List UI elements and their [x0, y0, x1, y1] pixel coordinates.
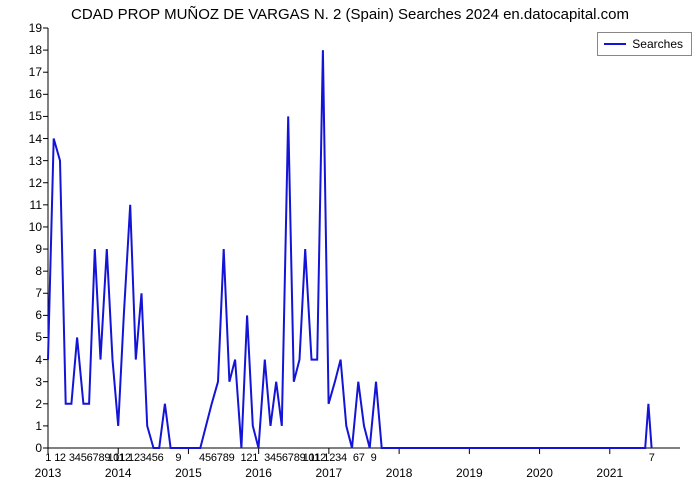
x-month-label: 5 [276, 452, 282, 464]
y-tick-label: 4 [35, 353, 42, 367]
x-month-label: 3 [69, 452, 75, 464]
x-month-label: 9 [175, 452, 181, 464]
x-month-label: 7 [93, 452, 99, 464]
x-year-label: 2013 [35, 466, 62, 480]
chart-container: CDAD PROP MUÑOZ DE VARGAS N. 2 (Spain) S… [0, 0, 700, 500]
x-month-label: 4 [270, 452, 276, 464]
x-month-label: 12 [54, 452, 65, 464]
y-tick-label: 10 [29, 220, 42, 234]
x-month-label: 1 [323, 452, 329, 464]
y-tick-label: 3 [35, 375, 42, 389]
x-month-label: 9 [371, 452, 377, 464]
y-tick-label: 7 [35, 286, 42, 300]
y-tick-label: 9 [35, 242, 42, 256]
y-tick-label: 6 [35, 308, 42, 322]
x-year-label: 2014 [105, 466, 132, 480]
y-tick-label: 5 [35, 330, 42, 344]
y-tick-label: 15 [29, 109, 42, 123]
x-month-label: 4 [146, 452, 152, 464]
x-month-label: 7 [359, 452, 365, 464]
x-month-label: 5 [81, 452, 87, 464]
x-month-label: 7 [288, 452, 294, 464]
legend: Searches [597, 32, 692, 56]
x-month-label: 6 [158, 452, 164, 464]
x-year-label: 2021 [596, 466, 623, 480]
legend-label: Searches [632, 37, 683, 51]
y-tick-label: 17 [29, 65, 42, 79]
x-month-label: 4 [75, 452, 81, 464]
x-month-label: 5 [152, 452, 158, 464]
y-tick-label: 14 [29, 132, 42, 146]
x-year-label: 2019 [456, 466, 483, 480]
x-year-label: 2018 [386, 466, 413, 480]
chart-title: CDAD PROP MUÑOZ DE VARGAS N. 2 (Spain) S… [0, 6, 700, 23]
x-month-label: 3 [335, 452, 341, 464]
y-tick-label: 13 [29, 154, 42, 168]
x-month-label: 7 [217, 452, 223, 464]
plot-area: 0123456789101112131415161718192013201420… [48, 28, 680, 448]
y-tick-label: 18 [29, 43, 42, 57]
x-month-label: 2 [246, 452, 252, 464]
y-tick-label: 11 [30, 198, 42, 212]
x-month-label: 1 [240, 452, 246, 464]
x-month-label: 2 [134, 452, 140, 464]
x-month-label: 7 [649, 452, 655, 464]
chart-svg [48, 28, 680, 448]
x-month-label: 5 [205, 452, 211, 464]
y-tick-label: 8 [35, 264, 42, 278]
x-month-label: 3 [140, 452, 146, 464]
x-month-label: 1 [252, 452, 258, 464]
x-year-label: 2015 [175, 466, 202, 480]
x-year-label: 2016 [245, 466, 272, 480]
x-month-label: 8 [294, 452, 300, 464]
x-month-label: 1 [128, 452, 134, 464]
y-tick-label: 12 [29, 176, 42, 190]
y-tick-label: 16 [29, 87, 42, 101]
y-tick-label: 2 [35, 397, 42, 411]
x-month-label: 1 [45, 452, 51, 464]
x-month-label: 6 [87, 452, 93, 464]
x-year-label: 2020 [526, 466, 553, 480]
x-month-label: 4 [341, 452, 347, 464]
x-month-label: 6 [282, 452, 288, 464]
y-tick-label: 1 [35, 419, 42, 433]
y-tick-label: 0 [35, 441, 42, 455]
x-month-label: 4 [199, 452, 205, 464]
y-tick-label: 19 [29, 21, 42, 35]
x-month-label: 9 [229, 452, 235, 464]
x-month-label: 8 [98, 452, 104, 464]
legend-swatch [604, 43, 626, 45]
x-year-label: 2017 [316, 466, 343, 480]
x-month-label: 8 [223, 452, 229, 464]
x-month-label: 6 [353, 452, 359, 464]
x-month-label: 2 [329, 452, 335, 464]
x-month-label: 6 [211, 452, 217, 464]
x-month-label: 3 [264, 452, 270, 464]
